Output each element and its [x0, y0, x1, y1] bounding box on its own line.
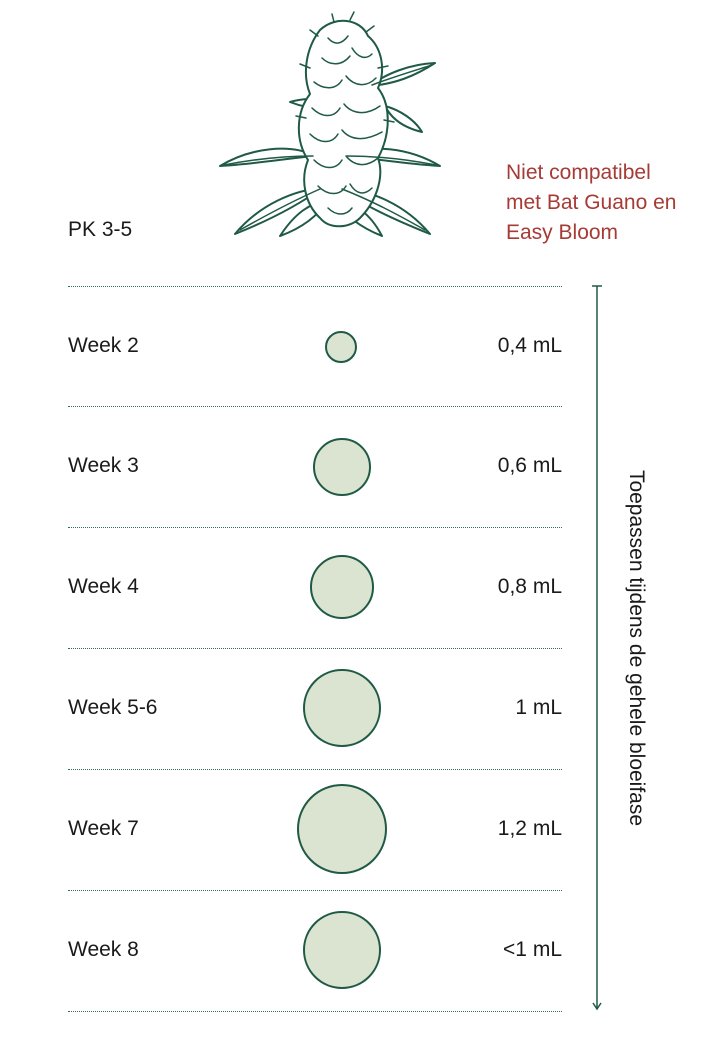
compatibility-warning: Niet compatibel met Bat Guano en Easy Bl…: [506, 158, 716, 248]
dose-value: <1 mL: [503, 938, 562, 961]
dosage-row: Week 4 0,8 mL: [68, 527, 562, 647]
dose-circle: [313, 438, 371, 496]
week-label: Week 8: [68, 938, 139, 961]
dose-value: 0,8 mL: [497, 575, 562, 598]
warning-line: Niet compatibel: [506, 161, 651, 184]
product-name: PK 3-5: [68, 218, 133, 241]
week-label: Week 3: [68, 454, 139, 477]
dosage-row: Week 5-6 1 mL: [68, 648, 562, 768]
dose-value: 0,6 mL: [497, 454, 562, 477]
row-divider: [68, 890, 562, 891]
dose-value: 0,4 mL: [497, 334, 562, 357]
week-label: Week 2: [68, 334, 139, 357]
dose-circle: [303, 669, 381, 747]
row-divider: [68, 648, 562, 649]
week-label: Week 7: [68, 817, 139, 840]
week-label: Week 5-6: [68, 696, 158, 719]
row-divider: [68, 406, 562, 407]
dose-circle: [297, 784, 387, 874]
dose-value: 1,2 mL: [497, 817, 562, 840]
dosage-row: Week 3 0,6 mL: [68, 406, 562, 526]
dosage-row: Week 8 <1 mL: [68, 890, 562, 1010]
row-divider: [68, 286, 562, 287]
timeline-arrow: [592, 285, 602, 1011]
dose-circle: [303, 911, 381, 989]
dose-circle: [325, 331, 357, 363]
warning-line: met Bat Guano en: [506, 191, 677, 214]
row-divider: [68, 1011, 562, 1012]
week-label: Week 4: [68, 575, 139, 598]
cannabis-bud-icon: [219, 11, 441, 237]
dose-circle: [310, 555, 374, 619]
warning-line: Easy Bloom: [506, 221, 619, 244]
timeline-label: Toepassen tijdens de gehele bloeifase: [625, 469, 648, 827]
row-divider: [68, 769, 562, 770]
dose-value: 1 mL: [515, 696, 562, 719]
row-divider: [68, 527, 562, 528]
dosage-row: Week 2 0,4 mL: [68, 286, 562, 406]
dosage-row: Week 7 1,2 mL: [68, 769, 562, 889]
